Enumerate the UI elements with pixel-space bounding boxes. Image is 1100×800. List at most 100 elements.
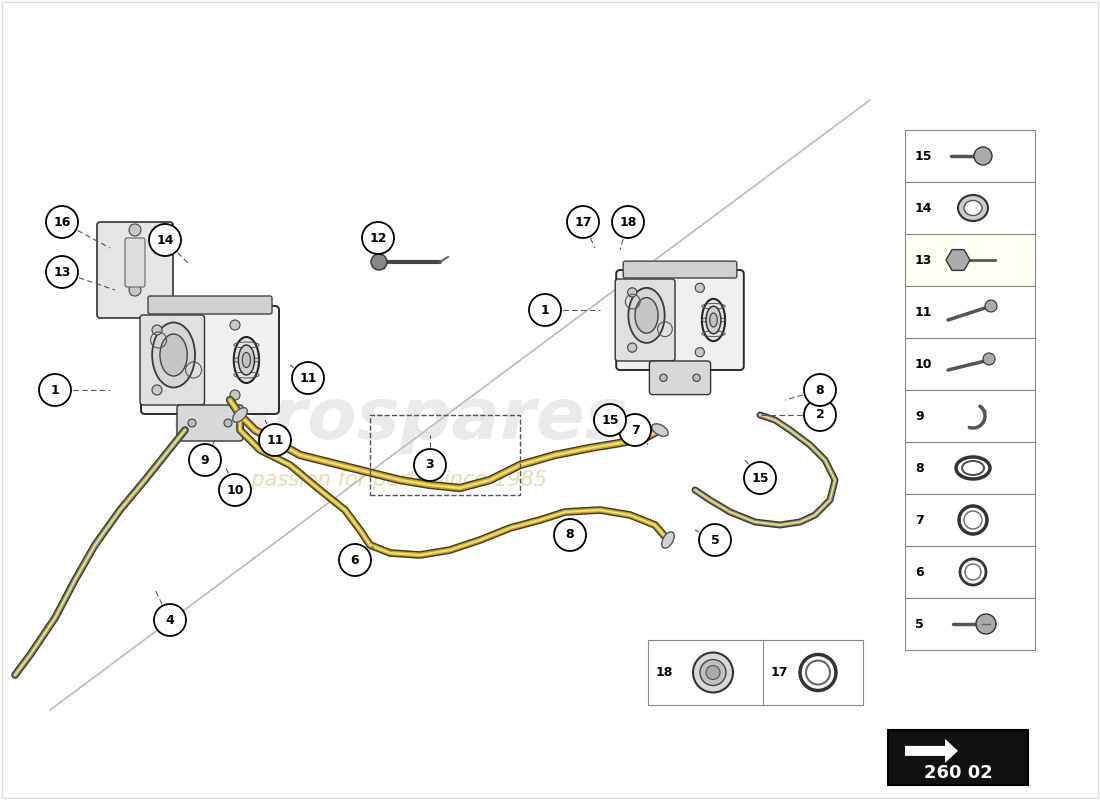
FancyBboxPatch shape	[649, 361, 711, 394]
Text: 3: 3	[426, 458, 434, 471]
Text: 14: 14	[915, 202, 933, 214]
Circle shape	[219, 474, 251, 506]
Bar	[648, 640, 864, 705]
Circle shape	[46, 256, 78, 288]
Circle shape	[983, 353, 996, 365]
Circle shape	[154, 604, 186, 636]
Circle shape	[414, 449, 446, 481]
Ellipse shape	[710, 313, 717, 327]
Text: 6: 6	[351, 554, 360, 566]
Circle shape	[258, 424, 292, 456]
Text: 11: 11	[266, 434, 284, 446]
Text: 7: 7	[630, 423, 639, 437]
Bar	[905, 598, 1035, 650]
FancyBboxPatch shape	[616, 270, 744, 370]
Text: 6: 6	[915, 566, 924, 578]
Ellipse shape	[662, 532, 674, 548]
Text: 11: 11	[915, 306, 933, 318]
Circle shape	[706, 666, 721, 679]
Text: 16: 16	[53, 215, 70, 229]
Circle shape	[628, 343, 637, 352]
Text: 9: 9	[200, 454, 209, 466]
Circle shape	[974, 147, 992, 165]
Circle shape	[612, 206, 643, 238]
Circle shape	[744, 462, 775, 494]
FancyBboxPatch shape	[177, 405, 243, 441]
Text: a passion for parts since 1985: a passion for parts since 1985	[232, 470, 548, 490]
Ellipse shape	[152, 322, 195, 387]
Text: eurospares: eurospares	[172, 386, 628, 454]
Circle shape	[695, 347, 704, 357]
Circle shape	[698, 524, 732, 556]
Bar	[905, 338, 1035, 390]
Circle shape	[230, 320, 240, 330]
Circle shape	[594, 404, 626, 436]
FancyBboxPatch shape	[97, 222, 173, 318]
Text: 15: 15	[602, 414, 618, 426]
Circle shape	[804, 374, 836, 406]
FancyBboxPatch shape	[140, 315, 205, 405]
Text: 10: 10	[227, 483, 244, 497]
Text: 17: 17	[574, 215, 592, 229]
Text: 11: 11	[299, 371, 317, 385]
Text: 4: 4	[166, 614, 175, 626]
Bar	[905, 442, 1035, 494]
Text: 8: 8	[915, 462, 924, 474]
Circle shape	[693, 653, 733, 693]
Circle shape	[529, 294, 561, 326]
Circle shape	[129, 249, 141, 261]
Text: 9: 9	[915, 410, 924, 422]
FancyBboxPatch shape	[148, 296, 272, 314]
Circle shape	[152, 325, 162, 335]
Circle shape	[628, 288, 637, 297]
Bar	[905, 182, 1035, 234]
Circle shape	[224, 419, 232, 427]
FancyBboxPatch shape	[125, 238, 145, 287]
Circle shape	[152, 385, 162, 395]
Bar	[905, 130, 1035, 182]
Circle shape	[129, 284, 141, 296]
Text: 18: 18	[619, 215, 637, 229]
Bar	[905, 494, 1035, 546]
Circle shape	[371, 254, 387, 270]
Ellipse shape	[964, 201, 982, 215]
Circle shape	[148, 224, 182, 256]
Circle shape	[339, 544, 371, 576]
Ellipse shape	[706, 306, 721, 334]
Text: 1: 1	[51, 383, 59, 397]
Bar	[905, 546, 1035, 598]
FancyBboxPatch shape	[615, 279, 675, 361]
Bar	[905, 390, 1035, 442]
Text: 12: 12	[370, 231, 387, 245]
FancyBboxPatch shape	[683, 367, 695, 380]
Circle shape	[188, 419, 196, 427]
Circle shape	[46, 206, 78, 238]
Ellipse shape	[628, 288, 664, 343]
Circle shape	[566, 206, 600, 238]
Text: 18: 18	[656, 666, 673, 679]
Circle shape	[129, 224, 141, 236]
Circle shape	[804, 399, 836, 431]
Bar	[905, 286, 1035, 338]
Circle shape	[976, 614, 996, 634]
FancyBboxPatch shape	[184, 411, 196, 429]
Circle shape	[230, 390, 240, 400]
Polygon shape	[905, 739, 958, 763]
Text: 7: 7	[915, 514, 924, 526]
Circle shape	[619, 414, 651, 446]
Ellipse shape	[635, 298, 658, 333]
Circle shape	[189, 444, 221, 476]
Text: 260 02: 260 02	[924, 764, 992, 782]
Bar	[905, 234, 1035, 286]
Text: 1: 1	[540, 303, 549, 317]
Circle shape	[292, 362, 324, 394]
Bar	[888, 730, 1028, 785]
Text: 13: 13	[915, 254, 933, 266]
Circle shape	[695, 283, 704, 292]
Ellipse shape	[652, 424, 668, 436]
Text: 10: 10	[915, 358, 933, 370]
Text: 14: 14	[156, 234, 174, 246]
Circle shape	[693, 374, 701, 382]
Text: 2: 2	[815, 409, 824, 422]
Text: 5: 5	[711, 534, 719, 546]
